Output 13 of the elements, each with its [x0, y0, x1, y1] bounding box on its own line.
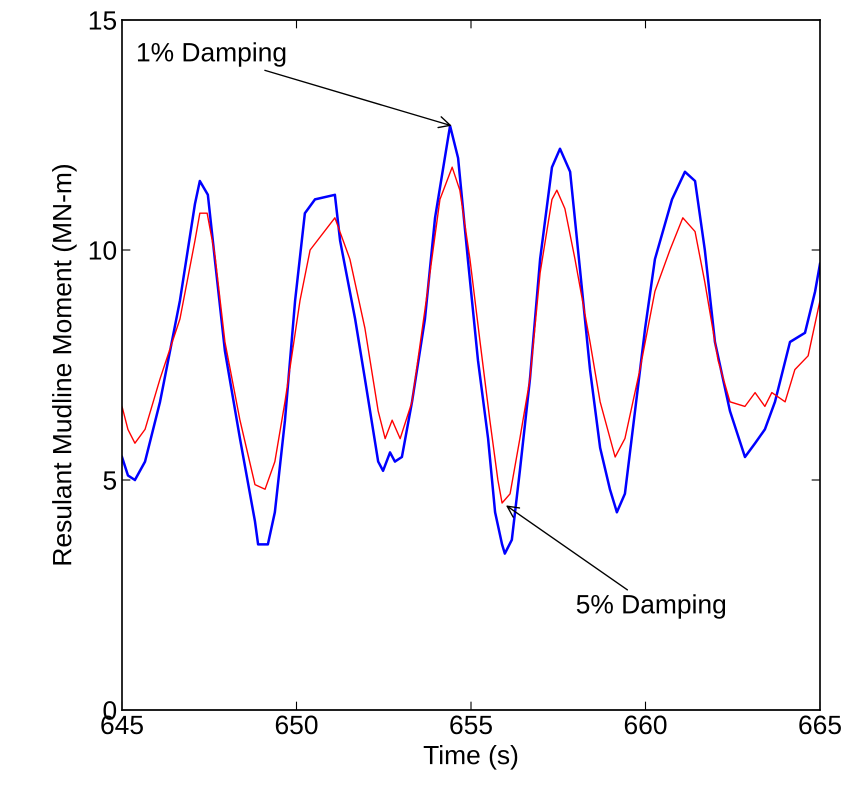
- annotation: 1% Damping: [138, 42, 286, 67]
- x-tick-label: 660: [624, 716, 666, 734]
- y-axis-title: Resulant Mudline Moment (MN-m): [52, 164, 77, 564]
- line-series: [122, 124, 820, 555]
- x-axis-title: Time (s): [424, 745, 518, 770]
- y-tick-label: 15: [90, 11, 116, 30]
- y-tick-label: 5: [104, 471, 116, 490]
- x-tick-label: 650: [276, 716, 318, 734]
- annotation: 5% Damping: [576, 594, 726, 619]
- x-tick-label: 655: [450, 716, 492, 734]
- y-tick-label: 10: [90, 241, 116, 260]
- line-series: [122, 166, 820, 504]
- x-tick-label: 665: [799, 716, 841, 734]
